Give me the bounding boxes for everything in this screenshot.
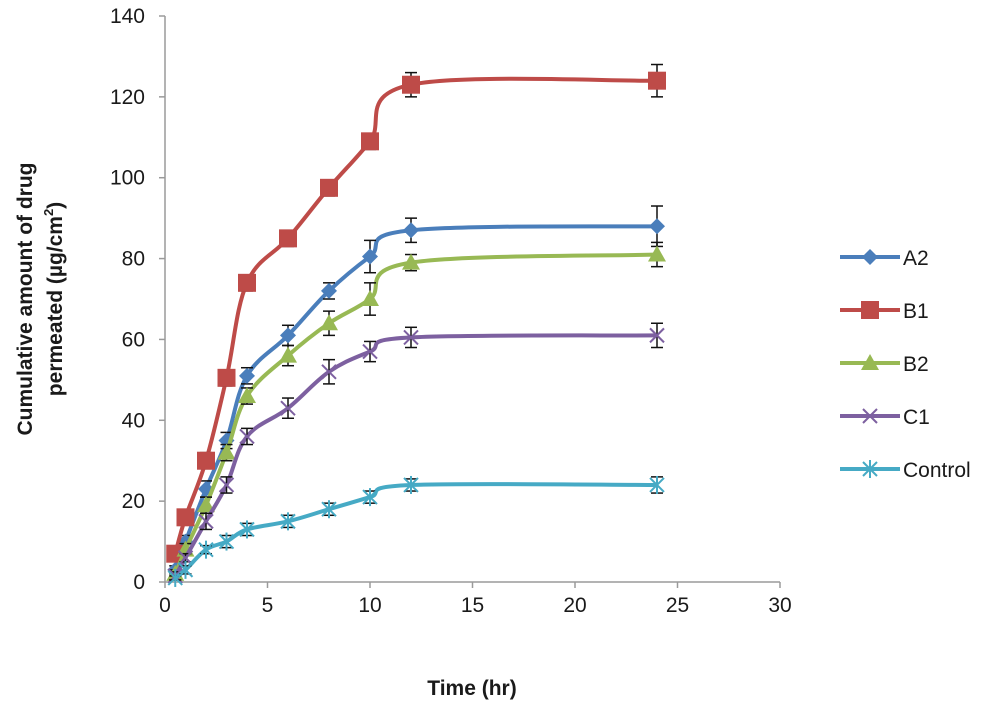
- data-point-control: [649, 475, 665, 494]
- y-tick-label: 80: [122, 248, 145, 271]
- data-point-b1: [238, 273, 256, 292]
- x-tick-label: 5: [262, 594, 274, 617]
- axes: [164, 16, 780, 583]
- data-point-c1: [362, 343, 378, 360]
- data-point-b2: [197, 496, 215, 513]
- legend-item-b1: B1: [840, 300, 929, 323]
- data-point-b2: [320, 314, 338, 331]
- x-tick-label: 25: [666, 594, 689, 617]
- legend-item-c1: C1: [840, 406, 930, 429]
- y-axis-title: Cumulative amount of drug permeated (µg/…: [14, 163, 67, 436]
- data-point-control: [239, 520, 255, 539]
- data-point-c1: [239, 428, 255, 445]
- legend-item-control: Control: [840, 459, 971, 482]
- y-tick-label: 0: [133, 571, 145, 594]
- data-point-control: [177, 560, 194, 579]
- data-point-b1: [320, 178, 338, 197]
- data-point-b2: [238, 387, 256, 404]
- legend-label: B1: [903, 300, 929, 323]
- ticks: 0 20 40 60 80 100 120 140 0 5 10 15 20 25 30: [110, 5, 792, 617]
- legend: A2 B1 B2 C1 Control: [840, 247, 971, 482]
- data-point-control: [198, 540, 214, 559]
- x-axis-title: Time (hr): [427, 677, 516, 700]
- series-b1: [166, 63, 666, 563]
- data-point-b1: [402, 75, 420, 94]
- x-tick-label: 20: [563, 594, 586, 617]
- x-tick-label: 30: [768, 594, 791, 617]
- legend-marker-c1: [862, 408, 878, 424]
- series-layer: [166, 63, 666, 587]
- data-point-control: [321, 500, 337, 519]
- y-axis-title-unit-superscript: 2: [41, 209, 56, 216]
- series-control: [167, 475, 665, 587]
- data-point-b1: [279, 229, 297, 248]
- data-point-c1: [218, 477, 235, 493]
- data-point-b1: [197, 451, 215, 470]
- data-point-a2: [362, 248, 378, 265]
- data-point-b2: [279, 346, 297, 363]
- data-point-a2: [321, 282, 337, 299]
- x-tick-label: 0: [159, 594, 171, 617]
- legend-item-b2: B2: [840, 353, 929, 376]
- data-point-c1: [280, 400, 296, 416]
- data-point-c1: [321, 364, 337, 380]
- legend-marker-b1: [861, 301, 879, 319]
- data-point-control: [362, 488, 378, 507]
- data-point-control: [403, 475, 419, 494]
- legend-marker-b2: [861, 354, 879, 370]
- data-point-control: [280, 512, 296, 531]
- data-point-b1: [176, 508, 195, 527]
- y-tick-label: 20: [122, 490, 145, 513]
- y-axis-title-line1: Cumulative amount of drug: [14, 163, 37, 436]
- y-axis-title-line2-main: permeated (µg/cm: [44, 216, 67, 396]
- x-tick-label: 15: [461, 594, 484, 617]
- legend-label: Control: [903, 459, 971, 482]
- legend-marker-control: [862, 460, 878, 478]
- legend-label: B2: [903, 353, 929, 376]
- data-point-c1: [198, 513, 214, 530]
- data-point-b2: [217, 443, 236, 460]
- y-tick-label: 120: [110, 86, 145, 109]
- data-point-a2: [239, 367, 255, 384]
- y-axis-title-line2-close: ): [44, 202, 67, 209]
- series-line-b1: [173, 76, 658, 555]
- data-point-b2: [361, 290, 379, 306]
- data-point-control: [218, 532, 235, 551]
- x-tick-label: 10: [358, 594, 381, 617]
- data-point-b1: [217, 368, 236, 387]
- legend-marker-a2: [862, 249, 878, 265]
- data-point-a2: [649, 218, 665, 235]
- data-point-a2: [280, 327, 296, 344]
- y-axis-title-line2: permeated (µg/cm2): [41, 202, 67, 396]
- data-point-a2: [403, 222, 419, 239]
- series-b2: [166, 241, 666, 581]
- data-point-b1: [648, 71, 666, 90]
- y-tick-label: 60: [122, 328, 145, 351]
- legend-item-a2: A2: [840, 247, 929, 270]
- y-tick-label: 100: [110, 167, 145, 190]
- y-tick-label: 40: [122, 409, 145, 432]
- data-point-b2: [402, 253, 420, 270]
- data-point-c1: [403, 329, 419, 346]
- series-c1: [167, 322, 665, 584]
- y-tick-label: 140: [110, 5, 145, 28]
- legend-label: C1: [903, 406, 930, 429]
- legend-label: A2: [903, 247, 929, 270]
- data-point-b2: [648, 245, 666, 262]
- data-point-c1: [649, 327, 665, 344]
- data-point-b1: [361, 132, 379, 151]
